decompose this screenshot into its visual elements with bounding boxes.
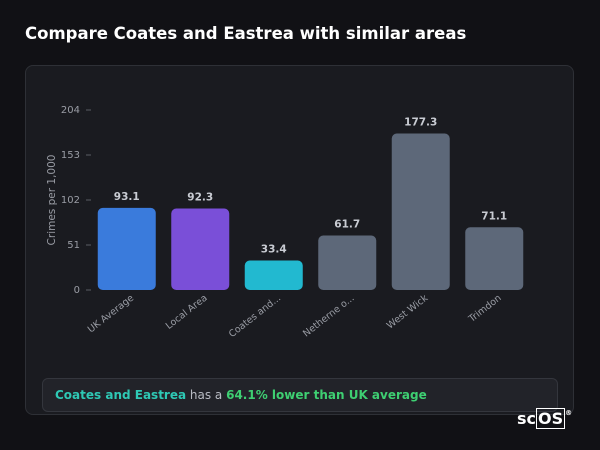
x-tick-label: Trimdon	[466, 293, 504, 326]
logo: sc OS ®	[517, 408, 573, 429]
value-label: 93.1	[114, 191, 140, 203]
value-label: 177.3	[404, 117, 437, 129]
x-tick-label: Local Area	[164, 293, 210, 332]
x-tick-label: West Wick	[385, 292, 431, 331]
y-tick-label: 0	[74, 285, 80, 296]
y-tick-label: 153	[61, 150, 80, 161]
x-tick-label: UK Average	[86, 293, 136, 336]
value-label: 71.1	[481, 210, 507, 222]
y-tick-label: 51	[67, 240, 80, 251]
logo-box: OS	[536, 408, 566, 429]
logo-mark: ®	[565, 409, 573, 417]
value-label: 92.3	[187, 192, 213, 204]
logo-text: sc	[517, 409, 537, 428]
bar	[318, 235, 377, 290]
comparison: 64.1% lower than UK average	[226, 388, 427, 402]
value-label: 33.4	[261, 244, 287, 256]
area-name: Coates and Eastrea	[55, 388, 187, 402]
value-label: 61.7	[334, 219, 360, 231]
bar	[97, 207, 156, 290]
note-text: has a	[186, 388, 227, 402]
summary-note: Coates and Eastrea has a 64.1% lower tha…	[42, 378, 558, 412]
bar	[391, 133, 450, 290]
y-tick-label: 102	[61, 195, 80, 206]
y-axis-title: Crimes per 1,000	[46, 155, 58, 246]
x-tick-label: Coates and...	[227, 293, 283, 340]
bar	[171, 208, 230, 290]
bar	[244, 260, 303, 290]
x-tick-label: Netherne o...	[301, 293, 357, 340]
chart-title: Compare Coates and Eastrea with similar …	[25, 24, 467, 43]
y-tick-label: 204	[61, 105, 80, 116]
bar	[465, 227, 524, 290]
